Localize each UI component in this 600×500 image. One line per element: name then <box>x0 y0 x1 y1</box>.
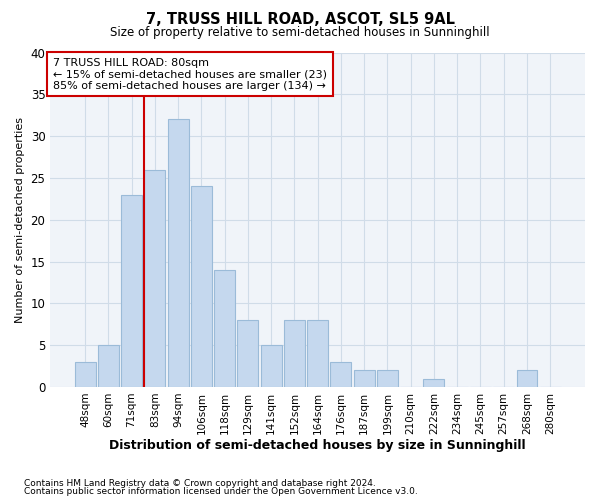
Bar <box>377 370 398 387</box>
Bar <box>74 362 95 387</box>
Text: 7 TRUSS HILL ROAD: 80sqm
← 15% of semi-detached houses are smaller (23)
85% of s: 7 TRUSS HILL ROAD: 80sqm ← 15% of semi-d… <box>53 58 327 90</box>
Bar <box>121 194 142 387</box>
Bar <box>238 320 259 387</box>
Bar <box>353 370 374 387</box>
Bar <box>214 270 235 387</box>
Text: Contains HM Land Registry data © Crown copyright and database right 2024.: Contains HM Land Registry data © Crown c… <box>24 478 376 488</box>
Bar <box>260 345 281 387</box>
Bar <box>331 362 352 387</box>
Text: 7, TRUSS HILL ROAD, ASCOT, SL5 9AL: 7, TRUSS HILL ROAD, ASCOT, SL5 9AL <box>146 12 455 28</box>
Bar <box>145 170 166 387</box>
Y-axis label: Number of semi-detached properties: Number of semi-detached properties <box>15 116 25 322</box>
Bar <box>424 378 445 387</box>
Text: Contains public sector information licensed under the Open Government Licence v3: Contains public sector information licen… <box>24 487 418 496</box>
Bar <box>284 320 305 387</box>
Bar <box>191 186 212 387</box>
Bar <box>167 120 188 387</box>
Bar <box>307 320 328 387</box>
Text: Size of property relative to semi-detached houses in Sunninghill: Size of property relative to semi-detach… <box>110 26 490 39</box>
Bar <box>517 370 538 387</box>
Bar <box>98 345 119 387</box>
X-axis label: Distribution of semi-detached houses by size in Sunninghill: Distribution of semi-detached houses by … <box>109 440 526 452</box>
